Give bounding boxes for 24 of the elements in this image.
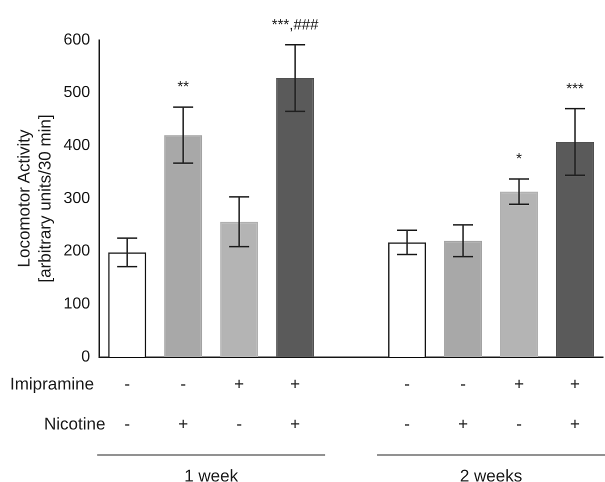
- category-label: - -: [124, 374, 130, 434]
- category-label: - +: [458, 374, 468, 434]
- category-label: + -: [514, 374, 524, 434]
- text: 2 weeks: [460, 466, 522, 482]
- text: Imipramine: [10, 374, 94, 394]
- text: Nicotine: [44, 414, 106, 434]
- y-tick-label: 600: [63, 31, 90, 48]
- category-label: - +: [178, 374, 188, 434]
- data-label: ***: [566, 80, 584, 98]
- y-tick-label: 0: [81, 348, 90, 366]
- y-tick-label: 400: [63, 137, 90, 154]
- y-tick-label: 200: [63, 242, 90, 260]
- category-label: + -: [234, 374, 244, 434]
- y-tick-label: 100: [63, 296, 90, 313]
- text: 1 week: [184, 466, 239, 482]
- y-axis-title: Locomotor Activity [arbitrary units/30 min]: [14, 114, 55, 283]
- data-label: ***,###: [272, 16, 320, 34]
- category-label: + +: [290, 374, 300, 434]
- y-tick-label: 300: [63, 190, 90, 207]
- data-label: **: [177, 78, 190, 96]
- category-label: - -: [404, 374, 410, 434]
- y-tick-label: 500: [63, 84, 90, 102]
- data-label: *: [516, 150, 522, 168]
- category-label: + +: [570, 374, 580, 434]
